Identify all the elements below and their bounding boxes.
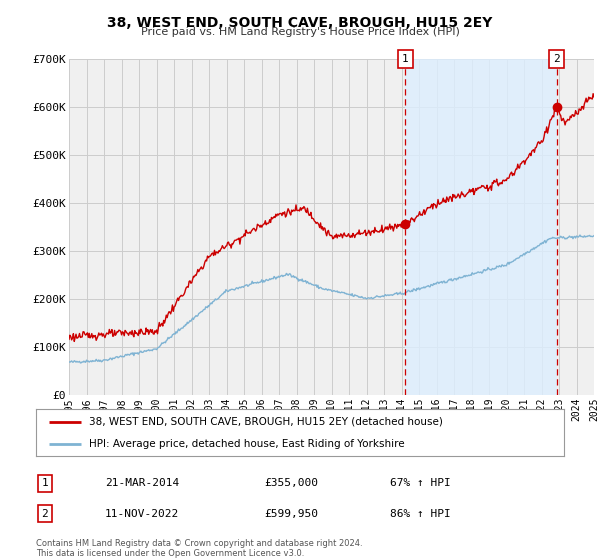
Bar: [406, 59, 557, 395]
Text: 38, WEST END, SOUTH CAVE, BROUGH, HU15 2EY (detached house): 38, WEST END, SOUTH CAVE, BROUGH, HU15 2…: [89, 417, 443, 427]
Text: Contains HM Land Registry data © Crown copyright and database right 2024.
This d: Contains HM Land Registry data © Crown c…: [36, 539, 362, 558]
Text: 1: 1: [402, 54, 409, 64]
Text: 21-MAR-2014: 21-MAR-2014: [105, 478, 179, 488]
Text: Price paid vs. HM Land Registry's House Price Index (HPI): Price paid vs. HM Land Registry's House …: [140, 27, 460, 37]
Text: £599,950: £599,950: [264, 508, 318, 519]
Text: 11-NOV-2022: 11-NOV-2022: [105, 508, 179, 519]
Text: £355,000: £355,000: [264, 478, 318, 488]
Text: 86% ↑ HPI: 86% ↑ HPI: [390, 508, 451, 519]
Text: HPI: Average price, detached house, East Riding of Yorkshire: HPI: Average price, detached house, East…: [89, 438, 404, 449]
Text: 2: 2: [41, 508, 49, 519]
Text: 67% ↑ HPI: 67% ↑ HPI: [390, 478, 451, 488]
Text: 38, WEST END, SOUTH CAVE, BROUGH, HU15 2EY: 38, WEST END, SOUTH CAVE, BROUGH, HU15 2…: [107, 16, 493, 30]
Text: 2: 2: [553, 54, 560, 64]
Text: 1: 1: [41, 478, 49, 488]
